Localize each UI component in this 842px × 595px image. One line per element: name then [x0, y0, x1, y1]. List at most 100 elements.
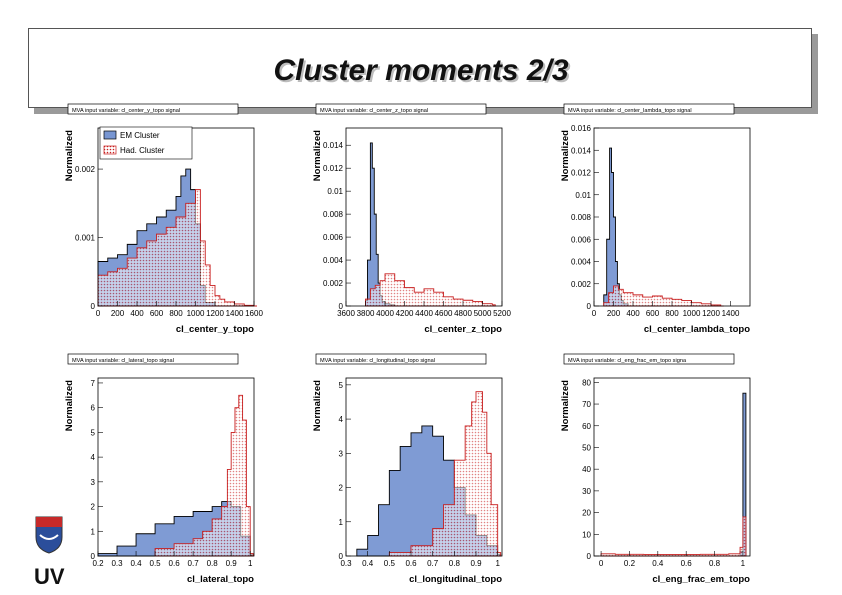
x-tick-label: 1: [741, 559, 746, 568]
panel-title-box: [315, 353, 487, 365]
legend-label-em: EM Cluster: [120, 131, 160, 140]
y-tick-label: 7: [91, 379, 96, 388]
x-axis-label: cl_center_z_topo: [424, 324, 502, 335]
x-tick-label: 0.8: [449, 559, 461, 568]
y-tick-label: 40: [582, 465, 591, 474]
y-tick-label: 2: [339, 484, 344, 493]
x-axis-label: cl_center_lambda_topo: [644, 324, 750, 335]
y-tick-label: 0.008: [571, 213, 592, 222]
x-tick-label: 1000: [683, 309, 701, 318]
y-tick-label: 0.001: [75, 234, 96, 243]
panel-title: MVA input variable: cl_center_z_topo sig…: [320, 108, 428, 114]
y-tick-label: 0: [91, 302, 96, 311]
x-tick-label: 0.4: [652, 559, 664, 568]
title-frame: [28, 28, 812, 108]
x-tick-label: 0: [96, 309, 101, 318]
series-em-cluster: [603, 147, 632, 307]
x-tick-label: 1: [495, 559, 500, 568]
chart-panel-4: MVA input variable: cl_lateral_topo sign…: [64, 353, 255, 585]
x-tick-label: 800: [169, 309, 183, 318]
series-had-cluster: [603, 285, 724, 307]
panel-title-box: [315, 103, 487, 115]
panel-title-box: [563, 353, 735, 365]
x-tick-label: 0.2: [624, 559, 636, 568]
y-axis-label: Normalized: [560, 380, 571, 431]
panel-title: MVA input variable: cl_center_y_topo sig…: [72, 108, 180, 114]
y-tick-label: 3: [91, 478, 96, 487]
x-tick-label: 1200: [206, 309, 224, 318]
x-tick-label: 4200: [396, 309, 414, 318]
y-tick-label: 20: [582, 509, 591, 518]
y-tick-label: 0.002: [75, 165, 96, 174]
panel-title: MVA input variable: cl_eng_frac_em_topo …: [568, 358, 687, 364]
x-tick-label: 400: [626, 309, 640, 318]
chart-panel-3: MVA input variable: cl_center_lambda_top…: [560, 103, 751, 335]
x-tick-label: 0.7: [188, 559, 200, 568]
legend-swatch-had: [103, 145, 117, 155]
y-tick-label: 50: [582, 443, 591, 452]
y-tick-label: 6: [91, 404, 96, 413]
legend-swatch-em: [103, 130, 117, 140]
slide-title: Cluster moments 2/3: [273, 54, 569, 87]
legend-label-had: Had. Cluster: [120, 146, 165, 155]
x-tick-label: 5200: [493, 309, 511, 318]
chart-panel-2: MVA input variable: cl_center_z_topo sig…: [312, 103, 511, 335]
y-tick-label: 0.002: [571, 280, 592, 289]
x-axis-label: cl_lateral_topo: [187, 574, 254, 585]
chart-panel-5: MVA input variable: cl_longitudinal_topo…: [312, 353, 503, 585]
y-tick-label: 4: [339, 415, 344, 424]
x-tick-label: 4000: [376, 309, 394, 318]
x-tick-label: 5000: [474, 309, 492, 318]
plot-frame: [345, 377, 503, 557]
y-tick-label: 1: [91, 527, 96, 536]
panel-title-box: [67, 103, 239, 115]
y-tick-label: 0.004: [323, 256, 344, 265]
y-tick-label: 2: [91, 503, 96, 512]
x-tick-label: 0.6: [405, 559, 417, 568]
panel-title: MVA input variable: cl_lateral_topo sign…: [72, 358, 174, 364]
y-tick-label: 0: [339, 552, 344, 561]
legend: EM Cluster Had. Cluster: [99, 126, 193, 160]
x-tick-label: 1600: [245, 309, 263, 318]
chart-panel-1: MVA input variable: cl_center_y_topo sig…: [64, 103, 263, 335]
y-tick-label: 30: [582, 487, 591, 496]
university-crest-icon: [34, 515, 64, 555]
y-tick-label: 3: [339, 449, 344, 458]
y-tick-label: 80: [582, 378, 591, 387]
y-tick-label: 0.014: [571, 146, 592, 155]
x-tick-label: 1400: [226, 309, 244, 318]
x-tick-label: 1000: [187, 309, 205, 318]
x-tick-label: 1: [248, 559, 253, 568]
y-tick-label: 0.014: [323, 141, 344, 150]
x-tick-label: 3600: [337, 309, 355, 318]
x-tick-label: 0.6: [169, 559, 181, 568]
panel-title: MVA input variable: cl_longitudinal_topo…: [320, 358, 435, 364]
y-tick-label: 1: [339, 518, 344, 527]
y-tick-label: 0.002: [323, 279, 344, 288]
x-tick-label: 600: [150, 309, 164, 318]
x-tick-label: 200: [111, 309, 125, 318]
y-tick-label: 0.012: [323, 164, 344, 173]
y-tick-label: 0: [91, 552, 96, 561]
x-tick-label: 0.9: [470, 559, 482, 568]
x-tick-label: 0.5: [384, 559, 396, 568]
x-tick-label: 0.7: [427, 559, 439, 568]
footer-logo-text: UV: [34, 564, 65, 589]
x-tick-label: 800: [665, 309, 679, 318]
series-had-cluster: [600, 516, 747, 557]
x-tick-label: 4800: [454, 309, 472, 318]
y-tick-label: 5: [91, 428, 96, 437]
y-axis-label: Normalized: [64, 130, 75, 181]
x-tick-label: 0.3: [111, 559, 123, 568]
y-tick-label: 0: [339, 302, 344, 311]
x-tick-label: 3800: [357, 309, 375, 318]
plot-frame: [97, 377, 255, 557]
plot-frame: [593, 377, 751, 557]
x-axis-label: cl_center_y_topo: [176, 324, 254, 335]
x-tick-label: 0.3: [340, 559, 352, 568]
x-tick-label: 4400: [415, 309, 433, 318]
x-tick-label: 0: [592, 309, 597, 318]
x-tick-label: 400: [130, 309, 144, 318]
x-tick-label: 600: [646, 309, 660, 318]
